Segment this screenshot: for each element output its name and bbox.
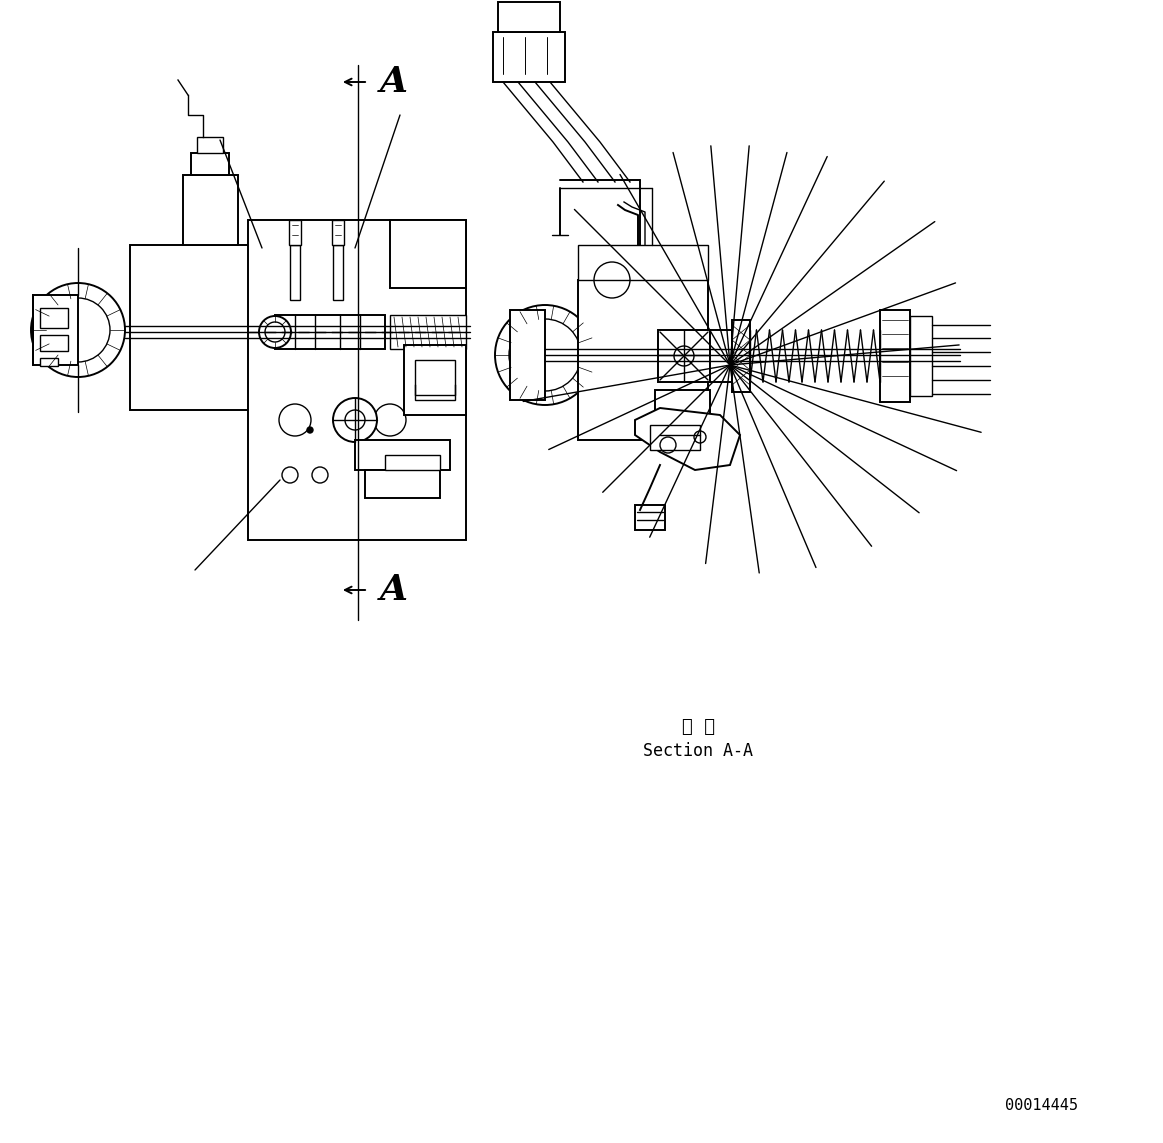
Circle shape [31,283,124,377]
Bar [493,32,565,82]
Bar [40,307,67,328]
Bar [355,440,450,470]
Circle shape [259,315,291,347]
Bar [655,390,709,440]
Bar [191,153,229,175]
Bar [33,295,78,365]
Text: 00014445: 00014445 [1006,1097,1078,1112]
Bar [390,315,466,349]
Bar [183,175,238,245]
Circle shape [307,427,313,433]
Bar [498,2,561,32]
Bar [635,505,665,530]
Bar [40,358,58,366]
Bar [40,335,67,351]
Bar [909,315,932,395]
Bar [415,360,455,400]
Bar [511,310,545,400]
Text: Section A-A: Section A-A [643,742,752,760]
Text: 断  面: 断 面 [682,718,714,736]
Bar [197,137,223,153]
Bar [274,315,385,349]
Bar [290,245,300,299]
Bar [578,280,708,440]
Circle shape [333,398,377,442]
Bar [709,330,732,382]
Text: A: A [380,65,408,99]
Bar [331,219,344,245]
Circle shape [495,305,595,405]
Bar [130,245,265,410]
Bar [578,245,708,280]
Bar [650,425,700,450]
Bar [658,330,709,382]
Bar [390,219,466,288]
Polygon shape [635,408,740,470]
Bar [248,219,466,539]
Bar [333,245,343,299]
Bar [385,455,440,470]
Bar [732,320,750,392]
Bar [880,310,909,402]
Text: A: A [380,573,408,607]
Bar [288,219,301,245]
Bar [365,470,440,498]
Bar [404,345,466,415]
